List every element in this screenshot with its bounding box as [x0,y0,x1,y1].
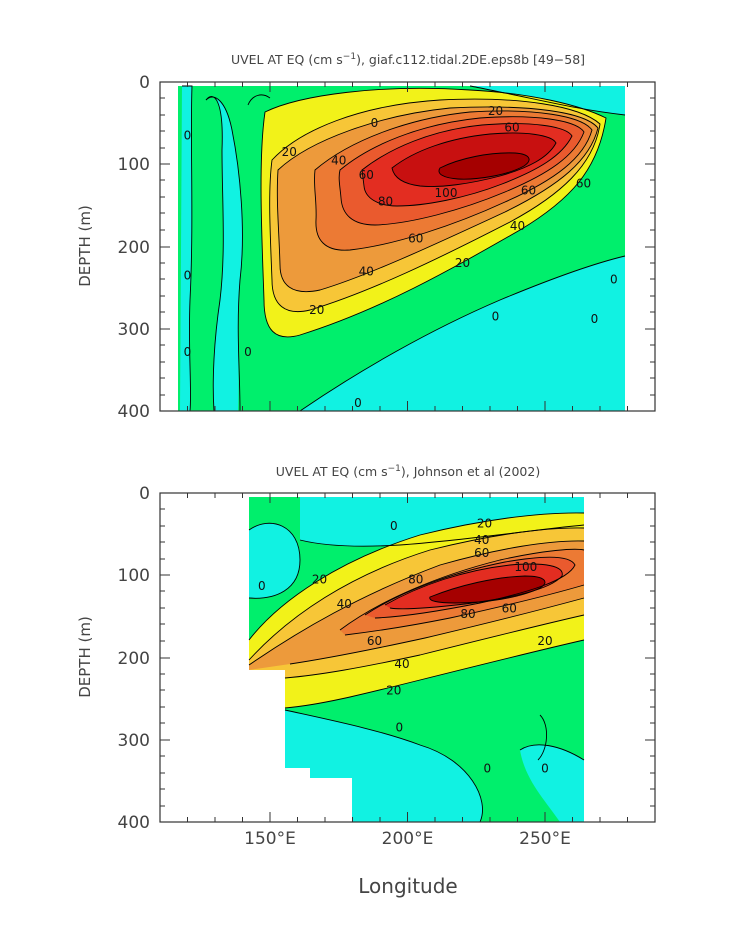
bottom-contour-label-17: 100 [514,560,537,574]
bottom-x-ticks [187,493,628,822]
top-y-tick-400: 400 [118,402,150,422]
bottom-y-tick-100: 100 [118,566,150,586]
bottom-band-core [429,576,545,603]
top-contour-field [178,85,626,411]
top-contour-label-18: 60 [521,184,536,198]
top-contour-label-7: 0 [244,345,252,359]
top-contour-label-3: 0 [610,273,618,287]
bottom-contour-label-14: 60 [502,601,517,615]
bottom-y-tick-200: 200 [118,649,150,669]
top-contour-labels: 0 0 0 0 0 0 0 0 0 20 20 20 20 40 40 40 60 60 60 60 60 80 100 [184,104,618,410]
bottom-contour-label-2: 0 [395,721,403,735]
top-axis-ticks [160,81,655,412]
bottom-band-cyan-nw [249,523,300,599]
top-contour-label-6: 0 [184,345,192,359]
bottom-contour-label-12: 60 [474,546,489,560]
bottom-contour-field [248,497,585,822]
bottom-y-tick-300: 300 [118,731,150,751]
top-contour-label-5: 0 [354,396,362,410]
bottom-contour-label-7: 20 [386,684,401,698]
top-panel-title: UVEL AT EQ (cm s−1), giaf.c112.tidal.2DE… [231,52,585,67]
bottom-contour-label-6: 20 [312,573,327,587]
bottom-x-tick-label-200: 200°E [382,829,434,849]
bottom-contour-label-8: 20 [537,634,552,648]
bottom-y-tick-400: 400 [118,813,150,833]
top-y-axis-label: DEPTH (m) [76,205,94,287]
bottom-contour-label-13: 60 [367,634,382,648]
bottom-contour-label-3: 0 [483,762,491,776]
top-band-cyan-west [180,86,192,411]
top-y-tick-300: 300 [118,320,150,340]
top-contour-label-14: 40 [510,219,525,233]
top-contour-label-15: 40 [359,264,374,278]
bottom-band-cyan-n [300,497,584,547]
top-contour-label-11: 20 [455,256,470,270]
bottom-contour-label-5: 20 [477,517,492,531]
bottom-contour-label-0: 0 [390,519,398,533]
top-band-cyan-east [300,256,625,411]
top-contour-label-20: 60 [408,231,423,245]
bottom-y-tick-0: 0 [139,484,150,504]
top-y-tick-200: 200 [118,238,150,258]
top-panel: UVEL AT EQ (cm s−1), giaf.c112.tidal.2DE… [76,52,656,422]
bottom-y-tick-labels: 0 100 200 300 400 [118,484,150,833]
bottom-y-axis-label: DEPTH (m) [76,616,94,698]
top-contour-label-16: 60 [504,120,519,134]
bottom-contour-label-4: 0 [541,762,549,776]
bottom-x-tick-label-150: 150°E [244,829,296,849]
top-contour-label-22: 100 [435,186,458,200]
bottom-axis-ticks [160,492,655,823]
top-contour-label-12: 20 [309,303,324,317]
top-contour-label-1: 0 [184,129,192,143]
top-y-tick-0: 0 [139,73,150,93]
top-contour-label-2: 0 [184,268,192,282]
bottom-contour-label-10: 40 [337,597,352,611]
top-contour-label-13: 40 [331,153,346,167]
top-contour-label-0: 0 [371,116,379,130]
bottom-contour-lines [248,512,585,822]
top-y-tick-100: 100 [118,155,150,175]
bottom-band-cyan-s [285,710,483,822]
top-contour-lines [182,85,626,411]
bottom-contour-label-11: 40 [394,657,409,671]
bottom-x-tick-label-250: 250°E [519,829,571,849]
top-contour-label-4: 0 [492,310,500,324]
top-contour-label-8: 0 [591,312,599,326]
bottom-panel: UVEL AT EQ (cm s−1), Johnson et al (2002… [76,464,656,898]
bottom-contour-label-16: 80 [460,607,475,621]
top-contour-label-17: 60 [359,168,374,182]
bottom-contour-label-15: 80 [408,573,423,587]
bottom-x-tick-labels: 150°E 200°E 250°E [244,829,571,849]
bottom-contour-label-9: 40 [474,533,489,547]
bottom-contour-label-1: 0 [258,579,266,593]
bottom-band-cyan-se [520,744,584,822]
top-contour-label-19: 60 [576,176,591,190]
top-contour-label-9: 20 [488,104,503,118]
bottom-panel-title: UVEL AT EQ (cm s−1), Johnson et al (2002… [276,464,540,479]
top-contour-label-21: 80 [378,194,393,208]
top-band-cyan-west2 [206,96,243,411]
top-contour-label-10: 20 [282,145,297,159]
top-x-ticks [187,82,628,411]
x-axis-label: Longitude [358,874,457,898]
top-y-tick-labels: 0 100 200 300 400 [118,73,150,422]
